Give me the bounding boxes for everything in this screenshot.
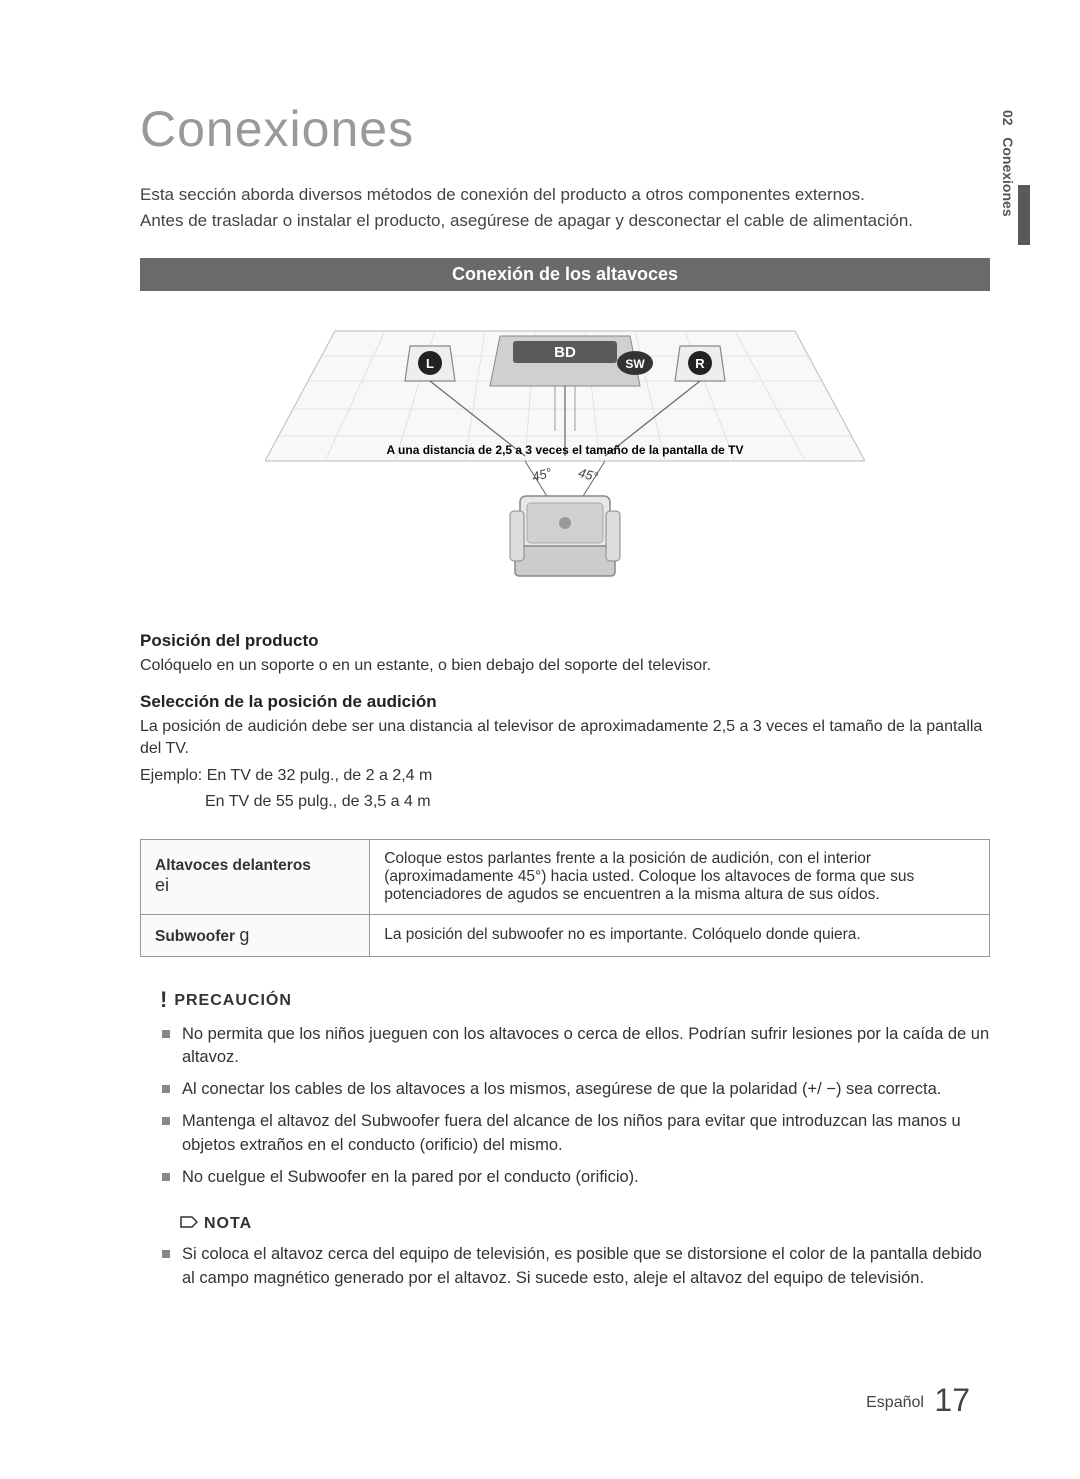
listening-section: Selección de la posición de audición La … (140, 692, 990, 814)
section-header: Conexión de los altavoces (140, 258, 990, 291)
speaker-table: Altavoces delanteros ei Coloque estos pa… (140, 839, 990, 957)
side-tab: 02 Conexiones (1000, 110, 1030, 560)
position-text: Colóquelo en un soporte o en un estante,… (140, 655, 990, 677)
list-item: Al conectar los cables de los altavoces … (160, 1078, 990, 1102)
diagram-sw-label: SW (625, 357, 645, 371)
footer-page-number: 17 (934, 1382, 970, 1418)
position-section: Posición del producto Colóquelo en un so… (140, 631, 990, 677)
side-tab-label: Conexiones (1000, 137, 1016, 216)
caution-block: ! PRECAUCIÓN No permita que los niños jue… (160, 987, 990, 1191)
nota-block: NOTA Si coloca el altavoz cerca del equi… (160, 1215, 990, 1291)
position-heading: Posición del producto (140, 631, 990, 651)
side-tab-dark (1018, 185, 1030, 245)
listening-example2: En TV de 55 pulg., de 3,5 a 4 m (205, 791, 990, 813)
side-tab-number: 02 (1000, 110, 1016, 126)
side-tab-text: 02 Conexiones (1000, 110, 1016, 217)
table-cell-label: Subwoofer g (141, 914, 370, 956)
diagram-l-label: L (426, 356, 434, 371)
diagram-distance-label: A una distancia de 2,5 a 3 veces el tama… (386, 443, 743, 457)
table-cell-label: Altavoces delanteros ei (141, 839, 370, 914)
subwoofer-desc: La posición del subwoofer no es importan… (370, 914, 990, 956)
intro-line1: Esta sección aborda diversos métodos de … (140, 183, 990, 207)
front-speakers-label: Altavoces delanteros (155, 857, 311, 874)
table-row: Altavoces delanteros ei Coloque estos pa… (141, 839, 990, 914)
nota-title: NOTA (180, 1215, 990, 1233)
caution-icon: ! (160, 987, 168, 1012)
diagram-bd-label: BD (554, 344, 576, 361)
listening-heading: Selección de la posición de audición (140, 692, 990, 712)
list-item: Mantenga el altavoz del Subwoofer fuera … (160, 1110, 990, 1158)
caution-list: No permita que los niños jueguen con los… (160, 1023, 990, 1191)
nota-list: Si coloca el altavoz cerca del equipo de… (160, 1243, 990, 1291)
listening-example1: Ejemplo: En TV de 32 pulg., de 2 a 2,4 m (140, 765, 990, 787)
page-footer: Español 17 (866, 1382, 970, 1419)
nota-title-text: NOTA (204, 1215, 252, 1232)
footer-lang: Español (866, 1394, 924, 1411)
table-row: Subwoofer g La posición del subwoofer no… (141, 914, 990, 956)
caution-title-text: PRECAUCIÓN (174, 992, 292, 1009)
intro-line2: Antes de trasladar o instalar el product… (140, 209, 990, 233)
nota-icon (180, 1215, 198, 1229)
list-item: No cuelgue el Subwoofer en la pared por … (160, 1166, 990, 1190)
subwoofer-label: Subwoofer (155, 928, 235, 945)
page-title: Conexiones (140, 100, 990, 158)
speaker-diagram: BD L R SW A una distancia de 2,5 a 3 vec… (265, 311, 865, 601)
list-item: No permita que los niños jueguen con los… (160, 1023, 990, 1071)
caution-title: ! PRECAUCIÓN (160, 987, 990, 1013)
diagram-r-label: R (695, 356, 705, 371)
list-item: Si coloca el altavoz cerca del equipo de… (160, 1243, 990, 1291)
subwoofer-sub: g (239, 925, 249, 945)
intro-block: Esta sección aborda diversos métodos de … (140, 183, 990, 233)
front-speakers-sub: ei (155, 875, 169, 895)
listening-text: La posición de audición debe ser una dis… (140, 716, 990, 761)
front-speakers-desc: Coloque estos parlantes frente a la posi… (370, 839, 990, 914)
